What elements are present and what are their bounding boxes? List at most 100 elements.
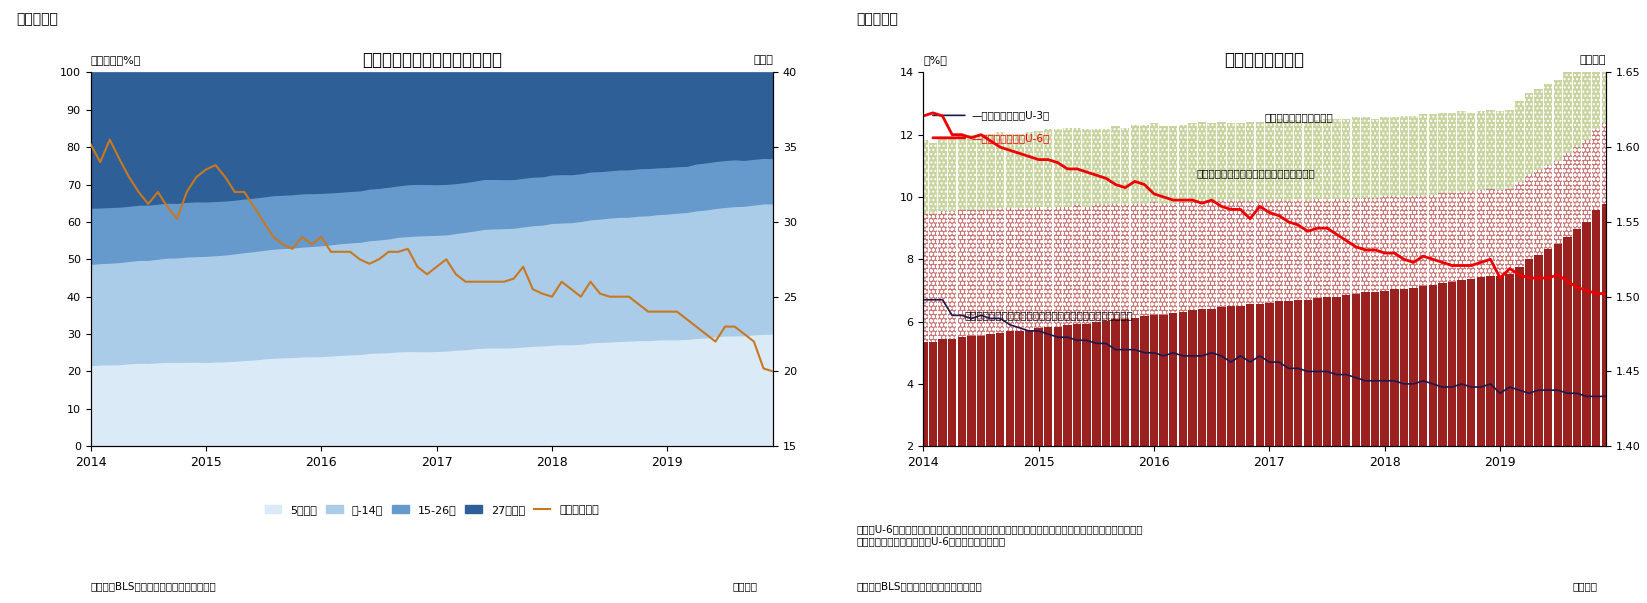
Bar	[1535, 169, 1543, 255]
Bar	[1082, 129, 1090, 207]
Bar	[1092, 129, 1100, 206]
Bar	[1303, 122, 1313, 201]
Bar	[1159, 126, 1168, 204]
Bar	[1024, 209, 1033, 330]
Bar	[1275, 301, 1283, 446]
Bar	[1448, 282, 1456, 446]
Bar	[1245, 304, 1255, 446]
Bar	[1072, 128, 1082, 206]
Bar	[987, 210, 995, 334]
Bar	[1265, 303, 1273, 446]
Bar	[1362, 292, 1370, 446]
Bar	[1477, 277, 1486, 446]
Bar	[1217, 201, 1225, 307]
Bar	[1486, 189, 1495, 276]
Bar	[1400, 116, 1408, 197]
Bar	[1593, 48, 1601, 129]
Bar	[1265, 201, 1273, 303]
Bar	[1428, 114, 1438, 195]
Bar	[1410, 116, 1418, 197]
Bar	[1034, 207, 1043, 328]
Bar	[1092, 322, 1100, 446]
Title: 失業期間の分布と平均失業期間: 失業期間の分布と平均失業期間	[362, 51, 502, 69]
Bar	[1448, 113, 1456, 194]
Bar	[1006, 134, 1015, 209]
Bar	[1122, 319, 1130, 446]
Bar	[1187, 310, 1197, 446]
Bar	[1255, 122, 1263, 201]
Bar	[1207, 309, 1215, 446]
Bar	[996, 333, 1005, 446]
Bar	[1285, 120, 1293, 201]
Bar	[1295, 200, 1303, 300]
Bar	[1313, 200, 1321, 298]
Bar	[1072, 206, 1082, 324]
Bar	[1390, 117, 1398, 197]
Bar	[1207, 123, 1215, 203]
Bar	[1102, 206, 1110, 321]
Bar	[1543, 249, 1553, 446]
Text: —広義の失業率（U-6）: —広義の失業率（U-6）	[972, 133, 1049, 143]
Bar	[1187, 123, 1197, 203]
Bar	[1140, 316, 1148, 446]
Bar	[1583, 222, 1591, 446]
Bar	[1150, 203, 1158, 315]
Bar	[1515, 101, 1523, 182]
Bar	[1438, 194, 1446, 283]
Bar	[1486, 110, 1495, 189]
Bar	[1352, 294, 1360, 446]
Bar	[1255, 201, 1263, 304]
Bar	[996, 132, 1005, 209]
Bar	[1082, 207, 1090, 324]
Bar	[1054, 207, 1062, 327]
Bar	[1332, 119, 1341, 200]
Bar	[1370, 119, 1379, 198]
Bar	[949, 338, 957, 446]
Bar	[977, 335, 985, 446]
Bar	[929, 143, 937, 215]
Bar	[1342, 200, 1351, 295]
Bar	[1313, 298, 1321, 446]
Bar	[1428, 285, 1438, 446]
Bar	[1563, 72, 1571, 153]
Bar	[957, 135, 967, 210]
Bar	[1227, 201, 1235, 306]
Bar	[1505, 110, 1514, 189]
Bar	[1553, 160, 1561, 244]
Bar	[1495, 276, 1504, 446]
Bar	[1495, 111, 1504, 191]
Bar	[1237, 201, 1245, 306]
Bar	[977, 134, 985, 210]
Bar	[996, 209, 1005, 333]
Bar	[1140, 204, 1148, 316]
Bar	[1370, 198, 1379, 292]
Bar	[1467, 192, 1476, 279]
Bar	[919, 140, 927, 215]
Bar	[1390, 197, 1398, 289]
Bar	[1505, 274, 1514, 446]
Bar	[1352, 117, 1360, 198]
Bar	[1563, 237, 1571, 446]
Bar	[1015, 134, 1024, 209]
Bar	[1265, 122, 1273, 201]
Bar	[987, 334, 995, 446]
Bar	[1525, 259, 1533, 446]
Text: （図表８）: （図表８）	[856, 12, 898, 26]
Bar	[1064, 128, 1072, 207]
Text: 周辺労働力人口（右軸）: 周辺労働力人口（右軸）	[1265, 112, 1334, 122]
Bar	[967, 210, 975, 335]
Bar	[987, 134, 995, 210]
Bar	[1400, 197, 1408, 289]
Bar	[1525, 93, 1533, 174]
Bar	[1179, 312, 1187, 446]
Text: 経済的理由によるパートタイマー（右軸）: 経済的理由によるパートタイマー（右軸）	[1196, 168, 1314, 178]
Text: 労働力人口（経済的理由によるパートタイマー除く、右軸）: 労働力人口（経済的理由によるパートタイマー除く、右軸）	[963, 311, 1133, 320]
Bar	[1573, 229, 1581, 446]
Bar	[1428, 195, 1438, 285]
Bar	[1420, 286, 1428, 446]
Bar	[1092, 206, 1100, 322]
Bar	[1255, 304, 1263, 446]
Bar	[1458, 111, 1466, 192]
Bar	[1303, 201, 1313, 300]
Bar	[1535, 89, 1543, 169]
